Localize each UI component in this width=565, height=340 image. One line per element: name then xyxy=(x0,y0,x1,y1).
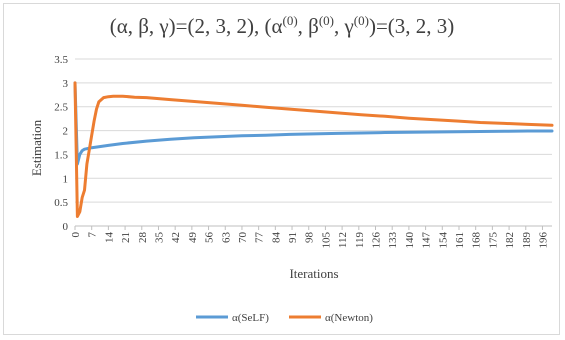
x-tick-label: 182 xyxy=(504,232,516,249)
y-tick-label: 2 xyxy=(63,126,69,138)
x-tick-label: 119 xyxy=(354,232,366,249)
legend: α(SeLF) α(Newton) xyxy=(196,312,373,324)
series-lines xyxy=(73,81,554,218)
x-tick-label: 168 xyxy=(471,232,483,249)
x-tick-label: 56 xyxy=(204,232,216,244)
x-tick-labels: 0 7 14 21 28 35 42 49 56 63 70 77 84 91 98 105 112 119 126… xyxy=(70,226,549,249)
series-line-newton xyxy=(73,81,554,218)
x-tick-label: 63 xyxy=(220,232,232,244)
legend-label: α(Newton) xyxy=(325,312,373,324)
x-tick-label: 161 xyxy=(454,232,466,249)
x-tick-label: 126 xyxy=(371,232,383,249)
x-tick-label: 189 xyxy=(521,232,533,249)
x-tick-label: 35 xyxy=(153,232,165,244)
x-tick-label: 105 xyxy=(320,232,332,249)
x-tick-label: 175 xyxy=(487,232,499,249)
y-tick-labels: 0 0.5 1 1.5 2 2.5 3 3.5 xyxy=(54,54,68,233)
x-tick-label: 0 xyxy=(70,232,82,238)
chart-title: (α, β, γ)=(2, 3, 2), (α(0), β(0), γ(0))=… xyxy=(110,13,455,38)
x-tick-label: 49 xyxy=(187,232,199,244)
gridlines xyxy=(75,58,552,227)
y-tick-label: 3.5 xyxy=(54,54,68,66)
x-tick-label: 154 xyxy=(437,232,449,249)
x-tick-label: 7 xyxy=(87,232,99,238)
x-tick-label: 14 xyxy=(103,232,115,244)
y-tick-label: 0 xyxy=(63,221,69,233)
x-tick-label: 21 xyxy=(120,232,132,243)
x-tick-label: 28 xyxy=(137,232,149,244)
x-tick-label: 147 xyxy=(421,232,433,249)
x-tick-label: 196 xyxy=(537,232,549,249)
y-tick-label: 0.5 xyxy=(54,197,68,209)
y-tick-label: 1.5 xyxy=(54,149,68,161)
x-tick-label: 42 xyxy=(170,232,182,243)
x-tick-label: 112 xyxy=(337,232,349,248)
legend-label: α(SeLF) xyxy=(232,312,269,324)
y-tick-label: 2.5 xyxy=(54,102,68,114)
y-tick-label: 1 xyxy=(63,173,69,185)
x-tick-label: 91 xyxy=(287,232,299,243)
x-tick-label: 77 xyxy=(254,232,266,244)
x-tick-label: 84 xyxy=(270,232,282,244)
series-line-self xyxy=(73,81,554,166)
x-tick-label: 70 xyxy=(237,232,249,244)
x-tick-label: 140 xyxy=(404,232,416,249)
chart-frame xyxy=(3,3,560,335)
x-tick-label: 133 xyxy=(387,232,399,249)
x-tick-label: 98 xyxy=(304,232,316,244)
y-axis-label: Estimation xyxy=(29,119,44,176)
y-tick-label: 3 xyxy=(63,78,69,90)
x-axis-label: Iterations xyxy=(289,266,338,281)
